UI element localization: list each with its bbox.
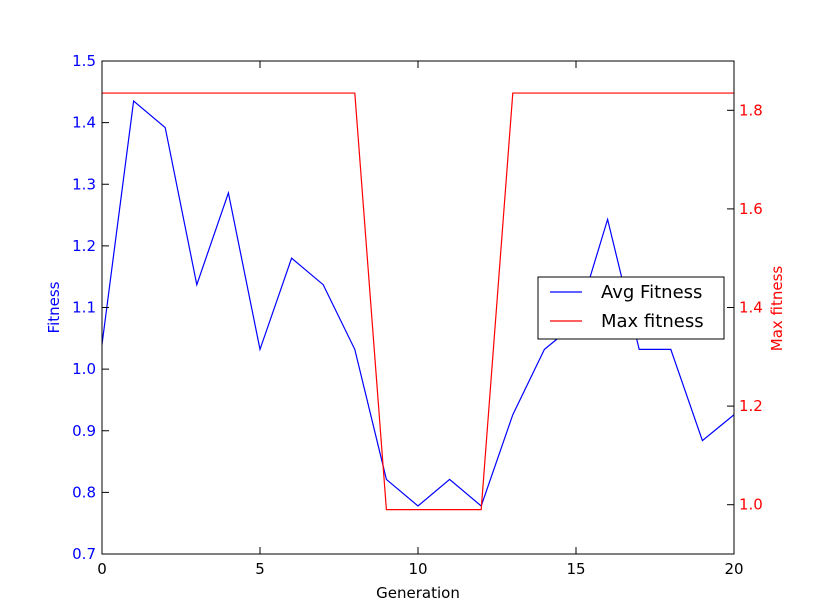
left-y-tick-label: 1.0	[72, 360, 96, 378]
legend-label-avg-fitness: Avg Fitness	[601, 282, 702, 303]
left-y-axis-label: Fitness	[45, 281, 63, 333]
x-tick-label: 0	[97, 560, 107, 578]
right-y-axis-label: Max fitness	[768, 266, 786, 352]
left-y-tick-label: 0.9	[72, 422, 96, 440]
left-y-tick-label: 0.7	[72, 545, 96, 563]
x-tick-label: 20	[724, 560, 743, 578]
left-y-tick-label: 1.2	[72, 237, 96, 255]
legend-box	[537, 276, 725, 340]
right-y-tick-label: 1.2	[739, 397, 763, 415]
left-y-tick-label: 1.4	[72, 114, 96, 132]
x-tick-label: 15	[566, 560, 585, 578]
x-tick-label: 10	[408, 560, 427, 578]
axes: 0 5 10 15 20 0.7 0.8 0.9 1.0 1.1 1.2 1.3 1.4 1.5 1.0 1.…	[72, 52, 763, 578]
series-line-max-fitness	[102, 92, 734, 511]
left-y-tick-label: 1.3	[72, 175, 96, 193]
x-axis-label: Generation	[376, 584, 460, 602]
x-tick-label: 5	[255, 560, 265, 578]
left-y-tick-label: 0.8	[72, 483, 96, 501]
right-y-tick-label: 1.0	[739, 496, 763, 514]
left-y-tick-label: 1.1	[72, 299, 96, 317]
legend-label-max-fitness: Max fitness	[601, 311, 704, 332]
left-y-tick-label: 1.5	[72, 52, 96, 70]
right-y-tick-label: 1.6	[739, 200, 763, 218]
legend: Avg Fitness Max fitness	[537, 276, 725, 340]
right-y-tick-label: 1.8	[739, 101, 763, 119]
right-y-tick-label: 1.4	[739, 299, 763, 317]
